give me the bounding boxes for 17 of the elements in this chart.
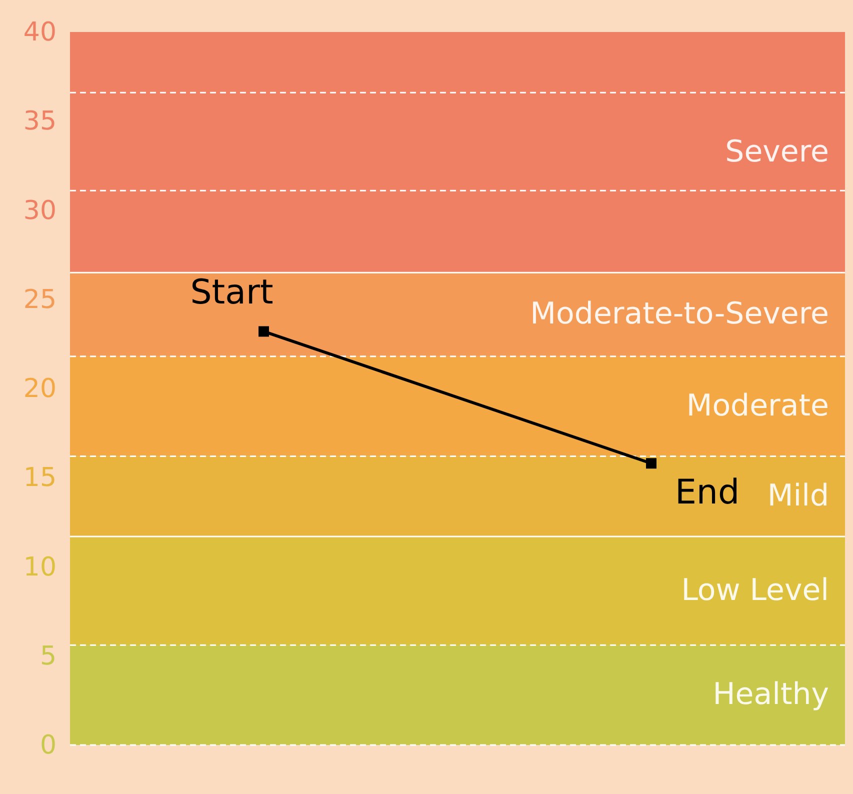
y-tick-label: 0 [40,730,56,760]
band-label: Healthy [712,677,829,712]
y-tick-label: 15 [23,463,56,494]
band-label: Low Level [681,572,829,608]
y-tick-label: 30 [23,196,56,226]
y-tick-label: 35 [23,106,56,137]
band-label: Moderate [686,388,829,424]
annotation: Start [190,272,274,312]
band-label: Severe [725,134,829,170]
y-tick-label: 10 [23,552,56,582]
y-tick-label: 20 [23,374,56,404]
band-label: Mild [767,478,829,514]
y-tick-label: 5 [40,641,56,672]
annotation: End [674,472,740,512]
band-label: Moderate-to-Severe [530,296,829,332]
y-tick-label: 40 [23,18,56,48]
y-tick-label: 25 [23,284,56,315]
